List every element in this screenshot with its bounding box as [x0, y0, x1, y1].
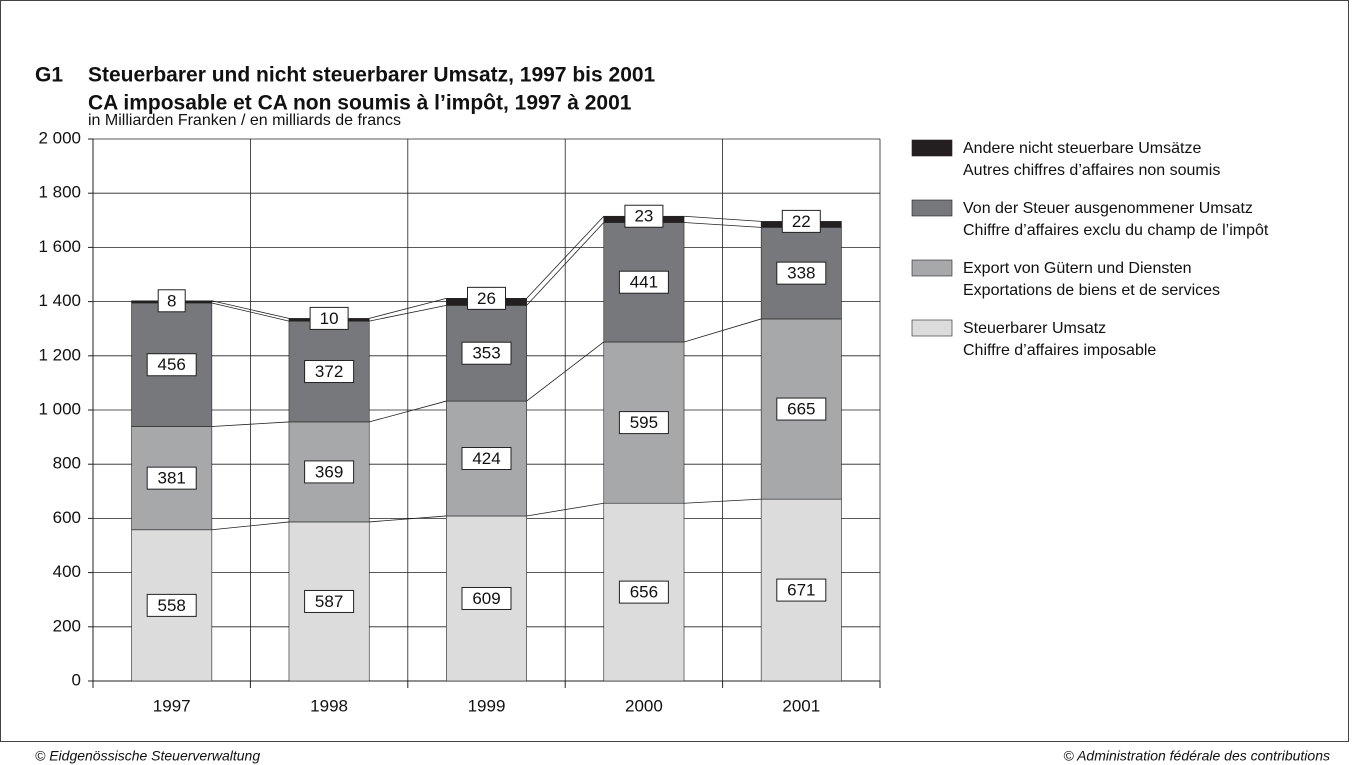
data-label: 22 [792, 212, 811, 231]
data-label: 656 [630, 583, 658, 602]
label-box [309, 306, 349, 330]
frame [0, 0, 1349, 742]
y-tick-label: 600 [53, 508, 81, 527]
label-box [776, 397, 827, 421]
label-box [781, 209, 821, 233]
label-box [146, 466, 197, 490]
y-tick-label: 1 800 [38, 183, 81, 202]
connector [526, 502, 604, 517]
y-tick-label: 2 000 [38, 128, 81, 147]
label-box [618, 270, 669, 294]
data-label: 381 [158, 469, 186, 488]
legend-label: Chiffre d’affaires imposable [963, 342, 1156, 359]
x-tick-label: 1997 [153, 696, 191, 715]
data-label: 353 [472, 344, 500, 363]
label-box [618, 411, 669, 435]
data-label: 10 [320, 309, 339, 328]
connector [526, 215, 605, 299]
data-label: 665 [787, 400, 815, 419]
y-tick-label: 1 200 [38, 345, 81, 364]
legend-label: Autres chiffres d’affaires non soumis [963, 162, 1220, 179]
connector [526, 341, 605, 402]
connector [684, 222, 762, 228]
legend-label: Exportations de biens et de services [963, 282, 1220, 299]
connector [683, 318, 762, 343]
chart-title: Steuerbarer und nicht steuerbarer Umsatz… [88, 64, 656, 87]
label-box [624, 204, 664, 228]
source: © Administration fédérale des contributi… [1063, 748, 1330, 764]
x-tick-label: 1998 [310, 696, 348, 715]
source: © Eidgenössische Steuerverwaltung [35, 748, 260, 764]
y-tick-label: 1 400 [38, 291, 81, 310]
data-label: 587 [315, 592, 343, 611]
connector [211, 421, 289, 427]
data-label: 372 [315, 362, 343, 381]
label-box [618, 580, 669, 604]
chart-title: CA imposable et CA non soumis à l’impôt,… [88, 92, 632, 115]
y-tick-label: 1 600 [38, 237, 81, 256]
label-box [146, 593, 197, 617]
legend-label: Chiffre d’affaires exclu du champ de l’i… [963, 222, 1269, 239]
connector [369, 400, 447, 423]
data-label: 26 [477, 289, 496, 308]
connector [684, 498, 762, 504]
y-tick-label: 800 [53, 454, 81, 473]
y-tick-label: 1 000 [38, 399, 81, 418]
legend-label: Andere nicht steuerbare Umsätze [963, 140, 1201, 157]
label-box [304, 360, 355, 384]
legend-swatch [911, 259, 953, 277]
connector [684, 215, 762, 222]
x-tick-label: 2000 [625, 696, 663, 715]
data-label: 558 [158, 596, 186, 615]
connector [211, 521, 290, 531]
label-box [304, 460, 355, 484]
legend-label: Steuerbarer Umsatz [963, 320, 1106, 337]
label-box [461, 586, 512, 610]
data-label: 595 [630, 413, 658, 432]
data-label: 609 [472, 589, 500, 608]
legend-swatch [911, 199, 953, 217]
data-label: 441 [630, 273, 658, 292]
label-box [461, 447, 512, 471]
legend-label: Von der Steuer ausgenommener Umsatz [963, 200, 1253, 217]
connector [211, 300, 290, 319]
connector [369, 297, 447, 319]
data-label: 8 [167, 291, 176, 310]
data-label: 671 [787, 581, 815, 600]
legend-swatch [911, 319, 953, 337]
connector [369, 305, 447, 322]
y-axis-label: in Milliarden Franken / en milliards de … [88, 112, 401, 129]
data-label: 369 [315, 462, 343, 481]
legend-swatch [911, 139, 953, 157]
label-box [157, 289, 186, 313]
label-box [776, 261, 827, 285]
data-label: 424 [472, 449, 500, 468]
data-label: 23 [634, 207, 653, 226]
label-box [461, 341, 512, 365]
connector [526, 222, 605, 306]
label-box [776, 578, 827, 602]
label-box [146, 353, 197, 377]
connector [211, 302, 290, 322]
figure-label: G1 [35, 64, 63, 87]
label-box [467, 286, 506, 310]
x-tick-label: 1999 [468, 696, 506, 715]
legend-label: Export von Gütern und Diensten [963, 260, 1192, 277]
y-tick-label: 400 [53, 562, 81, 581]
connector [369, 515, 447, 523]
y-tick-label: 200 [53, 616, 81, 635]
x-tick-label: 2001 [782, 696, 820, 715]
label-box [304, 589, 355, 613]
data-label: 456 [158, 355, 186, 374]
data-label: 338 [787, 264, 815, 283]
y-tick-label: 0 [72, 670, 81, 689]
